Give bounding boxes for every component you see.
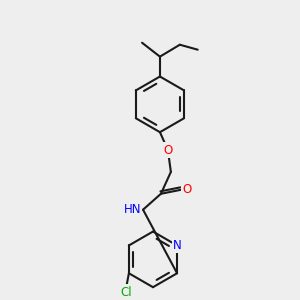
Text: HN: HN <box>124 203 141 216</box>
Text: N: N <box>173 239 182 252</box>
Text: O: O <box>182 183 191 196</box>
Text: Cl: Cl <box>120 286 132 299</box>
Text: O: O <box>163 144 172 157</box>
